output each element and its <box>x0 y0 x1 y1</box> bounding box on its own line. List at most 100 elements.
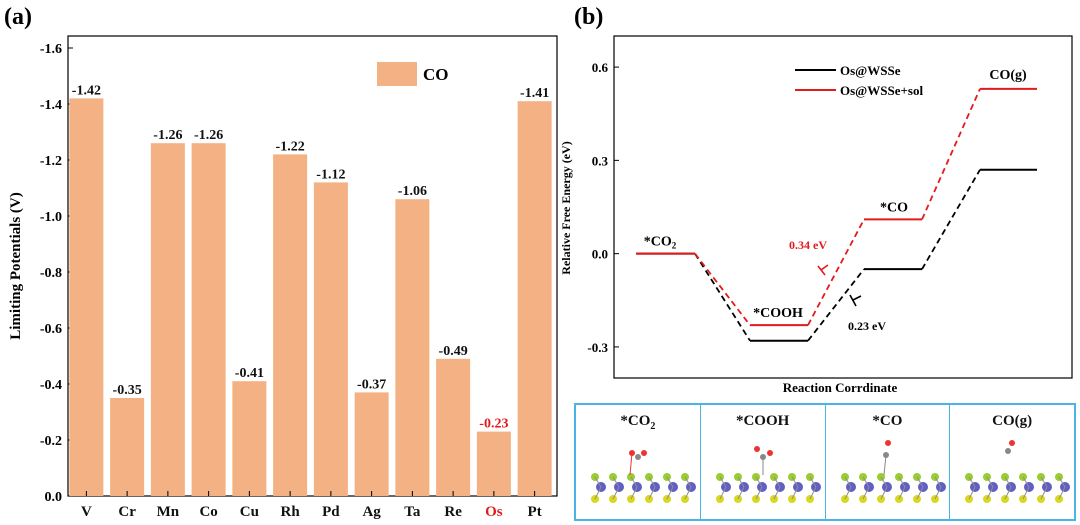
bar-cu <box>232 381 267 496</box>
bar-co <box>191 143 226 496</box>
y-tick-label-b: 0.3 <box>592 153 609 168</box>
bond <box>1040 476 1048 488</box>
bond <box>1022 476 1030 488</box>
y-tick-label-b: 0.0 <box>592 247 608 262</box>
y-tick-label-a: -1.2 <box>40 154 62 169</box>
x-tick-label-a: Re <box>444 504 462 520</box>
x-tick-label-a: Ag <box>362 504 381 520</box>
y-tick-label-a: -0.6 <box>40 322 62 337</box>
transition-vacuum <box>921 169 981 270</box>
bond <box>719 486 727 500</box>
y-axis-title-a: Limiting Potentials (V) <box>8 192 24 340</box>
bond <box>1058 486 1066 500</box>
state-label: *CO2 <box>644 235 677 251</box>
bond <box>880 486 887 500</box>
o-atom <box>884 440 891 446</box>
bar-rh <box>273 154 308 496</box>
y-axis-title-b: Relative Free Energy (eV) <box>559 141 573 274</box>
bond <box>1058 476 1066 488</box>
legend-a: CO <box>377 62 449 86</box>
bar-value-label: -1.06 <box>398 184 427 199</box>
bar-value-label: -0.37 <box>357 377 386 392</box>
x-tick-label-a: Pd <box>322 504 340 520</box>
bar-value-label: -0.35 <box>113 383 142 398</box>
cooh-structure-image <box>715 446 821 503</box>
bond <box>648 486 656 500</box>
transition-vacuum <box>807 268 865 342</box>
transition-solvent <box>921 88 981 220</box>
bond <box>791 486 799 500</box>
transition-vacuum <box>694 253 751 342</box>
bond <box>880 476 887 488</box>
annotation-red-barrier: 0.34 eV <box>789 238 827 252</box>
legend-label-os-wsse: Os@WSSe <box>840 63 901 78</box>
bond <box>719 476 727 488</box>
energy-paths <box>636 87 1037 342</box>
c-atom <box>635 454 641 460</box>
bond <box>755 476 763 488</box>
bond <box>648 476 656 488</box>
bond <box>630 476 638 488</box>
bond <box>934 486 941 500</box>
bond <box>791 476 799 488</box>
x-tick-label-a: Cr <box>118 504 136 520</box>
bond <box>844 486 851 500</box>
y-tick-label-a: -1.0 <box>40 210 62 225</box>
c-atom <box>1005 448 1012 454</box>
structures-panel: *CO2 *COOH *CO CO(g) <box>574 403 1076 521</box>
plot-frame-b <box>613 35 1073 379</box>
bond <box>862 486 869 500</box>
bar-v <box>69 98 104 497</box>
structure-label-co2: *CO2 <box>620 413 656 432</box>
bond <box>594 476 602 488</box>
x-axis-labels-a: V Cr Mn Co Cu Rh Pd Ag Ta Re Os Pt <box>81 491 542 520</box>
state-label: *COOH <box>753 306 803 321</box>
structure-label-cooh: *COOH <box>735 413 790 429</box>
o-atom <box>753 446 760 452</box>
bond <box>968 486 976 500</box>
cog-structure-image <box>965 440 1071 503</box>
bond <box>666 486 674 500</box>
bond <box>684 476 692 488</box>
structure-cell-cog: CO(g) <box>950 405 1074 519</box>
state-labels: *CO2 *COOH *CO CO(g) <box>644 68 1027 321</box>
bar-ag <box>354 392 389 496</box>
annotation-black-marker <box>849 294 862 307</box>
bond <box>809 476 817 488</box>
bar-value-label: -0.49 <box>439 344 468 359</box>
x-axis-title-b: Reaction Corrdinate <box>783 380 898 395</box>
legend-label-co: CO <box>423 65 449 84</box>
structure-cell-cooh: *COOH <box>701 405 826 519</box>
bar-value-label: -1.12 <box>316 167 345 182</box>
transition-solvent <box>694 253 751 326</box>
bond <box>898 486 905 500</box>
y-tick-label-a: -0.2 <box>40 434 62 449</box>
transition-solvent <box>807 219 865 326</box>
x-tick-label-a: Os <box>485 504 503 520</box>
bond <box>986 486 994 500</box>
bond <box>898 476 905 488</box>
bond <box>630 486 638 500</box>
annotation-black-barrier: 0.23 eV <box>848 319 886 333</box>
bar-value-label: -1.22 <box>276 139 305 154</box>
o-atom <box>1009 440 1016 446</box>
bond <box>916 476 923 488</box>
bond <box>986 476 994 488</box>
bond <box>773 486 781 500</box>
legend-b: Os@WSSe Os@WSSe+sol <box>795 63 923 98</box>
legend-label-os-wsse-sol: Os@WSSe+sol <box>840 83 923 98</box>
bond <box>737 486 745 500</box>
x-tick-label-a: Pt <box>528 504 542 520</box>
state-label: CO(g) <box>989 68 1027 83</box>
bond <box>916 486 923 500</box>
bar-pt <box>517 101 552 496</box>
y-tick-label-b: 0.6 <box>592 60 609 75</box>
legend-swatch-co <box>377 62 417 86</box>
bond <box>1004 476 1012 488</box>
bond <box>862 476 869 488</box>
panel-b-label: (b) <box>574 4 603 30</box>
bar-value-label: -1.26 <box>153 128 182 143</box>
annotation-red-marker <box>817 264 829 276</box>
structure-cell-co: *CO <box>826 405 951 519</box>
bond <box>809 486 817 500</box>
